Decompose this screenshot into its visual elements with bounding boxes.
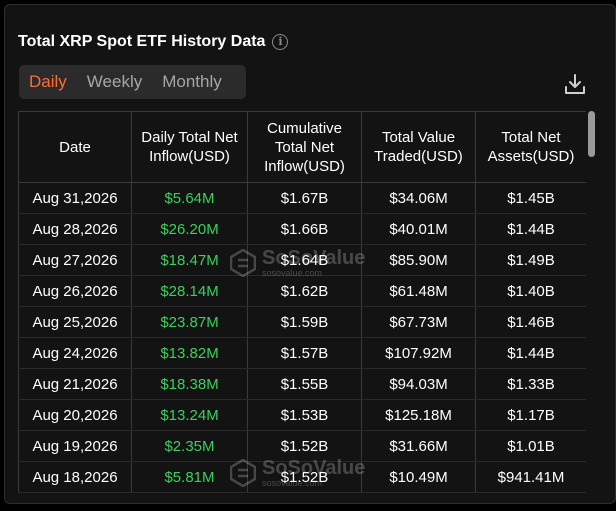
cell-total-value-traded: $10.49M bbox=[361, 461, 476, 493]
cell-date: Aug 27,2026 bbox=[18, 244, 132, 276]
cell-daily-net-inflow: $18.38M bbox=[131, 368, 248, 400]
period-tabs: Daily Weekly Monthly bbox=[19, 65, 246, 99]
column-header-total-value-traded: Total Value Traded(USD) bbox=[361, 111, 476, 183]
table-row: Aug 28,2026 $26.20M $1.66B $40.01M $1.44… bbox=[18, 213, 586, 245]
cell-total-net-assets: $1.44B bbox=[475, 337, 586, 369]
cell-daily-net-inflow: $18.47M bbox=[131, 244, 248, 276]
cell-total-value-traded: $94.03M bbox=[361, 368, 476, 400]
scrollbar-track[interactable] bbox=[588, 111, 595, 501]
table-header-row: Date Daily Total Net Inflow(USD) Cumulat… bbox=[18, 111, 586, 183]
cell-total-net-assets: $1.46B bbox=[475, 306, 586, 338]
table-row: Aug 27,2026 $18.47M $1.64B $85.90M $1.49… bbox=[18, 244, 586, 276]
table-row: Aug 26,2026 $28.14M $1.62B $61.48M $1.40… bbox=[18, 275, 586, 307]
cell-date: Aug 26,2026 bbox=[18, 275, 132, 307]
cell-total-value-traded: $85.90M bbox=[361, 244, 476, 276]
column-header-total-net-assets: Total Net Assets(USD) bbox=[475, 111, 586, 183]
cell-total-net-assets: $1.49B bbox=[475, 244, 586, 276]
page-title: Total XRP Spot ETF History Data bbox=[18, 33, 266, 50]
table-row: Aug 18,2026 $5.81M $1.52B $10.49M $941.4… bbox=[18, 461, 586, 493]
column-header-cumulative-net-inflow: Cumulative Total Net Inflow(USD) bbox=[247, 111, 362, 183]
cell-total-value-traded: $67.73M bbox=[361, 306, 476, 338]
cell-total-value-traded: $31.66M bbox=[361, 430, 476, 462]
cell-total-net-assets: $1.01B bbox=[475, 430, 586, 462]
cell-cumulative-net-inflow: $1.67B bbox=[247, 182, 362, 214]
cell-cumulative-net-inflow: $1.53B bbox=[247, 399, 362, 431]
info-icon[interactable]: i bbox=[272, 34, 289, 50]
title-row: Total XRP Spot ETF History Data i bbox=[18, 30, 289, 54]
cell-cumulative-net-inflow: $1.59B bbox=[247, 306, 362, 338]
cell-daily-net-inflow: $5.64M bbox=[131, 182, 248, 214]
cell-total-value-traded: $61.48M bbox=[361, 275, 476, 307]
download-icon[interactable] bbox=[563, 72, 587, 96]
history-table: Date Daily Total Net Inflow(USD) Cumulat… bbox=[18, 111, 586, 493]
table-row: Aug 31,2026 $5.64M $1.67B $34.06M $1.45B bbox=[18, 182, 586, 214]
cell-total-value-traded: $125.18M bbox=[361, 399, 476, 431]
cell-total-value-traded: $40.01M bbox=[361, 213, 476, 245]
cell-cumulative-net-inflow: $1.52B bbox=[247, 430, 362, 462]
cell-total-value-traded: $34.06M bbox=[361, 182, 476, 214]
cell-date: Aug 19,2026 bbox=[18, 430, 132, 462]
cell-total-net-assets: $1.33B bbox=[475, 368, 586, 400]
cell-total-value-traded: $107.92M bbox=[361, 337, 476, 369]
cell-date: Aug 25,2026 bbox=[18, 306, 132, 338]
table-row: Aug 20,2026 $13.24M $1.53B $125.18M $1.1… bbox=[18, 399, 586, 431]
cell-total-net-assets: $1.40B bbox=[475, 275, 586, 307]
cell-cumulative-net-inflow: $1.66B bbox=[247, 213, 362, 245]
cell-daily-net-inflow: $28.14M bbox=[131, 275, 248, 307]
scrollbar-thumb[interactable] bbox=[588, 111, 595, 157]
table-row: Aug 21,2026 $18.38M $1.55B $94.03M $1.33… bbox=[18, 368, 586, 400]
cell-total-net-assets: $1.44B bbox=[475, 213, 586, 245]
cell-cumulative-net-inflow: $1.57B bbox=[247, 337, 362, 369]
history-table-container: Date Daily Total Net Inflow(USD) Cumulat… bbox=[18, 111, 586, 511]
table-row: Aug 19,2026 $2.35M $1.52B $31.66M $1.01B bbox=[18, 430, 586, 462]
cell-total-net-assets: $941.41M bbox=[475, 461, 586, 493]
cell-cumulative-net-inflow: $1.62B bbox=[247, 275, 362, 307]
cell-date: Aug 20,2026 bbox=[18, 399, 132, 431]
tab-monthly[interactable]: Monthly bbox=[162, 72, 222, 91]
tab-daily[interactable]: Daily bbox=[29, 72, 67, 91]
cell-daily-net-inflow: $13.82M bbox=[131, 337, 248, 369]
cell-cumulative-net-inflow: $1.52B bbox=[247, 461, 362, 493]
tab-weekly[interactable]: Weekly bbox=[86, 72, 143, 91]
cell-date: Aug 21,2026 bbox=[18, 368, 132, 400]
column-header-date: Date bbox=[18, 111, 132, 183]
cell-total-net-assets: $1.17B bbox=[475, 399, 586, 431]
table-row: Aug 24,2026 $13.82M $1.57B $107.92M $1.4… bbox=[18, 337, 586, 369]
cell-cumulative-net-inflow: $1.64B bbox=[247, 244, 362, 276]
cell-daily-net-inflow: $5.81M bbox=[131, 461, 248, 493]
cell-date: Aug 18,2026 bbox=[18, 461, 132, 493]
cell-date: Aug 31,2026 bbox=[18, 182, 132, 214]
column-header-daily-net-inflow: Daily Total Net Inflow(USD) bbox=[131, 111, 248, 183]
cell-cumulative-net-inflow: $1.55B bbox=[247, 368, 362, 400]
cell-total-net-assets: $1.45B bbox=[475, 182, 586, 214]
table-row: Aug 25,2026 $23.87M $1.59B $67.73M $1.46… bbox=[18, 306, 586, 338]
cell-daily-net-inflow: $13.24M bbox=[131, 399, 248, 431]
cell-daily-net-inflow: $2.35M bbox=[131, 430, 248, 462]
cell-date: Aug 28,2026 bbox=[18, 213, 132, 245]
cell-date: Aug 24,2026 bbox=[18, 337, 132, 369]
cell-daily-net-inflow: $23.87M bbox=[131, 306, 248, 338]
cell-daily-net-inflow: $26.20M bbox=[131, 213, 248, 245]
